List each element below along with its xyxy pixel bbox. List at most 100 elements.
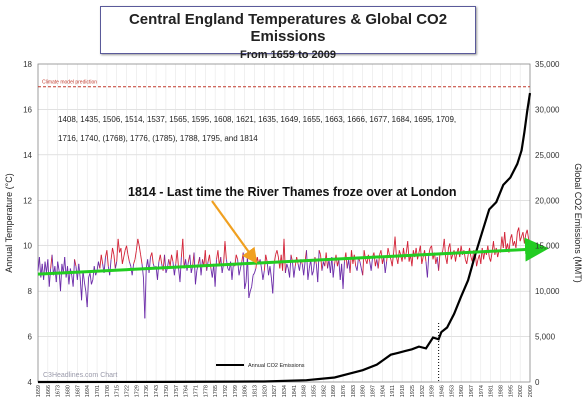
temperature-segment [249, 286, 253, 292]
temperature-segment [247, 254, 250, 298]
temperature-segment [252, 272, 255, 276]
temperature-segment [293, 266, 296, 278]
model-prediction-label: Climate model prediction [42, 80, 97, 86]
temperature-segment [446, 247, 449, 264]
co2-series [37, 92, 532, 384]
temperature-segment [495, 247, 499, 258]
y-left-tick-label: 18 [23, 60, 32, 69]
temperature-segment [81, 270, 84, 301]
x-tick-label: 1771 [193, 385, 199, 397]
temperature-segment [476, 259, 479, 267]
temperature-segment [481, 247, 485, 260]
temperature-segment [120, 247, 123, 264]
temperature-segment [135, 238, 139, 251]
y-left-tick-label: 8 [28, 287, 33, 296]
temperature-segment [109, 259, 112, 276]
temperature-segment [64, 257, 67, 278]
temperature-segment [289, 254, 292, 278]
y-right-tick-label: 15,000 [535, 242, 560, 251]
tick-labels: 4 6 8 10 12 14 16 18 0 5,000 10,000 15,000 20,000 25,… [23, 60, 560, 397]
temperature-segment [518, 227, 521, 242]
temperature-segment [342, 261, 345, 289]
y-left-tick-label: 12 [23, 196, 32, 205]
temperature-segment [179, 257, 182, 283]
temperature-segment [134, 250, 137, 260]
temperature-segment [338, 259, 341, 280]
temperature-segment [431, 245, 434, 260]
temperature-segment [349, 250, 352, 273]
temperature-segment [74, 259, 77, 267]
temperature-segment [114, 261, 118, 269]
temperature-segment [272, 263, 275, 294]
temperature-segment [164, 254, 167, 274]
x-tick-label: 1834 [282, 385, 288, 397]
x-tick-label: 1939 [430, 385, 436, 397]
co2-line [37, 92, 532, 384]
temperature-segment [411, 250, 414, 267]
temperature-segment [262, 270, 265, 280]
temperature-segment [318, 250, 321, 255]
temperature-segment [244, 281, 247, 289]
y-right-tick-label: 20,000 [535, 196, 560, 205]
x-tick-label: 1694 [85, 385, 91, 397]
temperature-segment [185, 259, 188, 271]
x-tick-label: 1995 [508, 385, 514, 397]
temperature-segment [123, 250, 126, 258]
temperature-segment [269, 266, 272, 278]
y-right-tick-label: 30,000 [535, 105, 560, 114]
x-tick-label: 1911 [390, 385, 396, 397]
temperature-segment [504, 232, 507, 251]
temperature-segment [157, 261, 160, 280]
temperature-segment [110, 247, 113, 260]
temperature-segment [92, 266, 95, 280]
temperature-segment [144, 268, 147, 319]
x-tick-label: 1701 [95, 385, 101, 397]
temperature-segment [137, 238, 140, 246]
temperature-segment [116, 238, 119, 262]
temperature-segment [321, 261, 324, 271]
temperature-segment [254, 268, 257, 274]
temperature-segment [159, 254, 163, 264]
temperature-segment [283, 238, 286, 273]
y-left-axis-title: Annual Temperature (°C) [4, 173, 14, 272]
temperature-segment [231, 263, 234, 280]
x-tick-label: 1736 [144, 385, 150, 397]
temperature-segment [100, 254, 104, 264]
temperature-segment [403, 247, 406, 260]
temperature-segment [204, 250, 208, 271]
x-tick-label: 1960 [459, 385, 465, 397]
temperature-segment [148, 257, 151, 274]
trend-series [37, 237, 549, 276]
x-tick-label: 1757 [174, 385, 180, 397]
temperature-segment [332, 263, 336, 278]
temperature-segment [526, 229, 530, 239]
x-tick-label: 1680 [66, 385, 72, 397]
x-tick-label: 1897 [371, 385, 377, 397]
chart-labels: Climate model prediction 1408, 1435, 1506… [4, 80, 583, 379]
x-tick-label: 1792 [223, 385, 229, 397]
x-tick-label: 1785 [213, 385, 219, 397]
temperature-segment [117, 238, 120, 253]
x-tick-label: 2009 [528, 385, 534, 397]
temperature-segment [306, 250, 309, 280]
x-tick-label: 1904 [380, 385, 386, 397]
plot-frame [37, 63, 531, 383]
temperature-segment [248, 291, 251, 299]
x-tick-label: 1666 [46, 385, 52, 397]
temperature-segment [450, 254, 454, 260]
temperature-segment [386, 247, 389, 262]
y-right-axis-title: Global CO2 Emissions (MMT) [573, 163, 583, 283]
temperature-segment [421, 256, 424, 264]
temperature-segment [51, 254, 54, 276]
temperature-segment [224, 241, 227, 260]
temperature-segment [522, 232, 525, 244]
temperature-segment [43, 261, 46, 280]
thames-callout: 1814 - Last time the River Thames froze … [128, 185, 457, 199]
temperature-segment [83, 281, 87, 292]
temperature-segment [106, 250, 109, 267]
temperature-segment [176, 250, 180, 269]
temperature-segment [237, 259, 240, 276]
temperature-segment [310, 259, 313, 276]
temperature-segment [438, 252, 441, 271]
